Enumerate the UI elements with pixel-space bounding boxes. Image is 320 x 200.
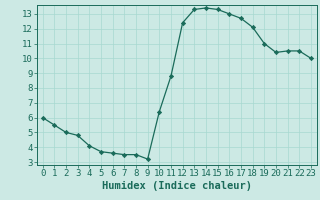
X-axis label: Humidex (Indice chaleur): Humidex (Indice chaleur) [102, 181, 252, 191]
